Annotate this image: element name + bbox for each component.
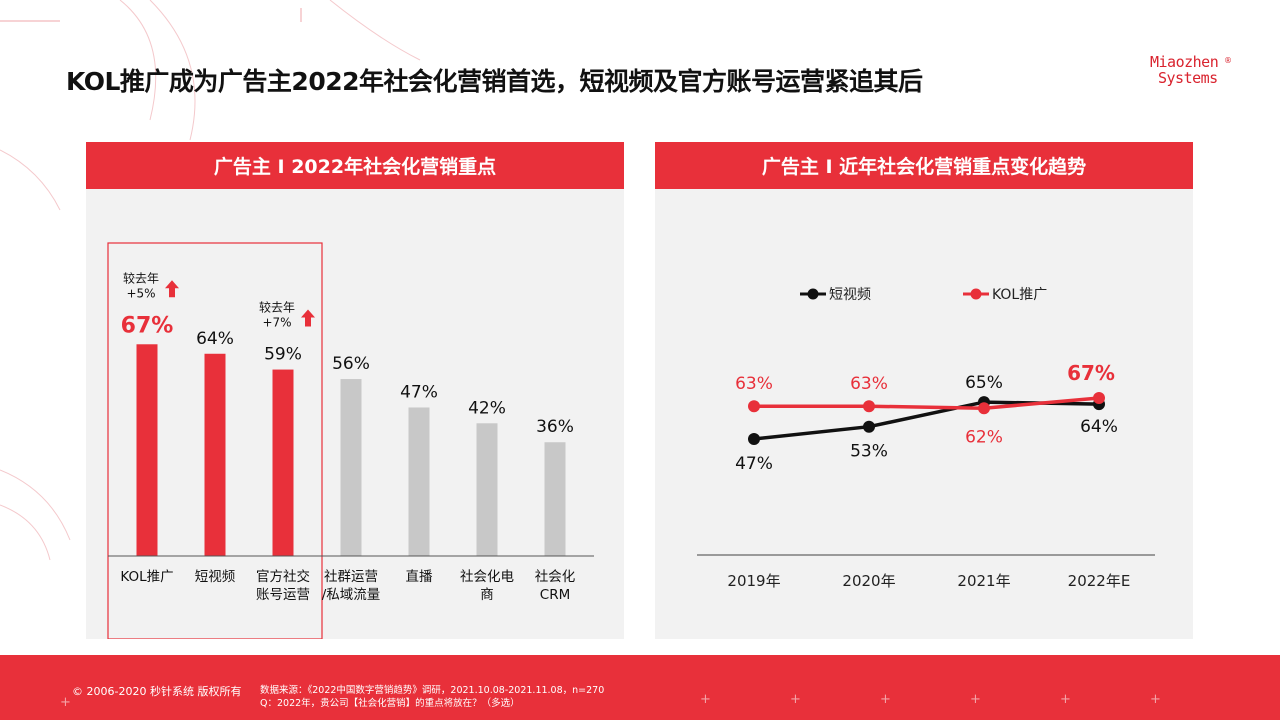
x-tick-label: 2019年 [727, 572, 780, 590]
annotation-line1: 较去年 [123, 270, 159, 285]
x-tick-label: 2020年 [842, 572, 895, 590]
footer-plus-icon: + [880, 692, 891, 707]
bar [340, 379, 362, 556]
footer-plus-icon: + [1150, 692, 1161, 707]
bar [408, 407, 430, 556]
company-logo: Miaozhen Systems ® [1150, 53, 1232, 100]
line-chart-panel: 广告主 I 近年社会化营销重点变化趋势 2019年 2020年 2021年 2022年… [655, 142, 1193, 639]
category-label: 社群运营 [324, 569, 378, 585]
legend-label: 短视频 [829, 287, 871, 303]
data-point [748, 433, 760, 445]
data-label: 62% [965, 427, 1003, 447]
up-arrow-icon [301, 309, 315, 327]
annotation-line2: +5% [126, 286, 155, 300]
logo-line2: Systems [1158, 69, 1218, 87]
bar-value-label: 47% [400, 382, 438, 402]
footer-bar [0, 655, 1280, 720]
category-label: 社会化电 [460, 569, 514, 585]
logo-line1: Miaozhen [1150, 53, 1219, 71]
data-label: 64% [1080, 417, 1118, 437]
source-line-1: 数据来源：《2022中国数字营销趋势》调研，2021.10.08-2021.11… [260, 685, 605, 696]
footer-plus-icon: + [1060, 692, 1071, 707]
bar-value-label: 64% [196, 329, 234, 349]
annotation-line2: +7% [262, 316, 291, 330]
footer-plus-icon: + [700, 692, 711, 707]
footer-plus-icon: + [970, 692, 981, 707]
bar [272, 369, 294, 556]
category-label: KOL推广 [120, 569, 173, 585]
category-label: 商 [480, 587, 494, 603]
data-label: 67% [1067, 361, 1115, 385]
bar [544, 442, 566, 556]
data-point [863, 400, 875, 413]
category-label: /私域流量 [322, 587, 381, 603]
category-label: 社会化 [535, 569, 576, 585]
data-label: 47% [735, 454, 773, 474]
bar-value-label: 59% [264, 345, 302, 365]
series-line [754, 396, 1100, 411]
footer-plus-icon: + [60, 695, 71, 710]
source-line-2: Q：2022年，贵公司【社会化营销】的重点将放在？（多选） [260, 698, 520, 709]
highlight-frame [107, 242, 323, 639]
category-label: 账号运营 [256, 587, 310, 603]
copyright-text: © 2006-2020 秒针系统 版权所有 [72, 685, 242, 698]
data-source: 数据来源：《2022中国数字营销趋势》调研，2021.10.08-2021.11… [260, 684, 604, 710]
data-label: 53% [850, 442, 888, 462]
bar-chart-panel: 广告主 I 2022年社会化营销重点 67% KOL推广 64% 短视频 59% 官方社交… [86, 142, 624, 639]
category-label: 直播 [406, 569, 433, 585]
line-chart: 2019年 2020年 2021年 2022年E 短视频 KOL推广 47% 53% 65% 64… [697, 287, 1155, 590]
x-tick-label: 2021年 [957, 572, 1010, 590]
bar-value-label: 36% [536, 417, 574, 437]
line-chart-title: 广告主 I 近年社会化营销重点变化趋势 [655, 142, 1193, 189]
x-tick-label: 2022年E [1068, 572, 1131, 590]
bar-value-label: 67% [121, 313, 174, 338]
bar-value-label: 56% [332, 354, 370, 374]
legend-swatch-marker [970, 288, 982, 300]
data-label: 63% [735, 374, 773, 394]
bar-chart-title: 广告主 I 2022年社会化营销重点 [86, 142, 624, 189]
data-point [748, 400, 760, 413]
category-label: 短视频 [195, 569, 236, 585]
bar [204, 353, 226, 556]
bar [136, 344, 158, 556]
annotation-line1: 较去年 [259, 300, 295, 315]
data-point [1093, 392, 1105, 404]
footer-plus-icon: + [790, 692, 801, 707]
logo-registered-mark: ® [1224, 56, 1232, 65]
category-label: 官方社交 [256, 568, 310, 585]
legend-swatch-marker [807, 288, 819, 300]
data-label: 63% [850, 374, 888, 394]
data-point [978, 402, 990, 415]
category-label: CRM [540, 587, 570, 603]
data-point [863, 420, 875, 433]
up-arrow-icon [165, 280, 179, 298]
legend-label: KOL推广 [992, 287, 1047, 303]
bar-value-label: 42% [468, 398, 506, 418]
data-label: 65% [965, 373, 1003, 393]
bar [476, 423, 498, 556]
page-title: KOL推广成为广告主2022年社会化营销首选，短视频及官方账号运营紧追其后 [66, 67, 923, 96]
